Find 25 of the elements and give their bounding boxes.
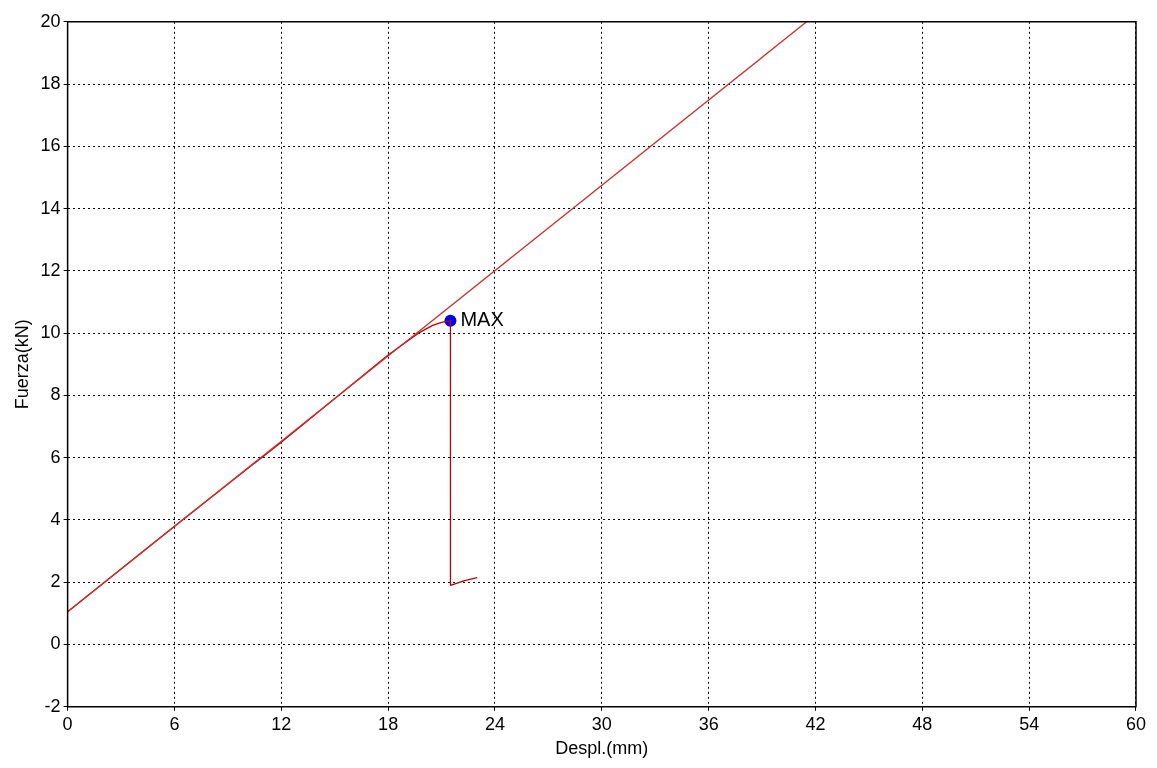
y-tick-label: 8 bbox=[50, 384, 61, 405]
x-tick-label: 18 bbox=[378, 713, 399, 734]
x-tick-label: 24 bbox=[484, 713, 505, 734]
x-tick-label: 36 bbox=[698, 713, 719, 734]
y-tick-label: 14 bbox=[40, 197, 61, 218]
x-tick-label: 60 bbox=[1125, 713, 1146, 734]
y-tick-label: 20 bbox=[40, 10, 61, 31]
x-tick-label: 48 bbox=[912, 713, 933, 734]
y-tick-label: 6 bbox=[50, 446, 61, 467]
y-axis-title: Fuerza(kN) bbox=[11, 319, 32, 410]
y-tick-label: 0 bbox=[50, 633, 61, 654]
y-tick-label: 10 bbox=[40, 322, 61, 343]
x-tick-label: 12 bbox=[271, 713, 292, 734]
x-axis-title: Despl.(mm) bbox=[555, 738, 649, 759]
x-tick-label: 6 bbox=[169, 713, 180, 734]
y-tick-label: 16 bbox=[40, 135, 61, 156]
y-tick-label: 18 bbox=[40, 73, 61, 94]
y-tick-label: 2 bbox=[50, 571, 61, 592]
annotation: MAX bbox=[460, 308, 504, 331]
y-tick-label: 4 bbox=[50, 508, 61, 529]
x-tick-label: 54 bbox=[1019, 713, 1040, 734]
x-tick-label: 30 bbox=[591, 713, 612, 734]
y-tick-label: -2 bbox=[44, 695, 61, 716]
x-tick-label: 42 bbox=[805, 713, 826, 734]
y-tick-label: 12 bbox=[40, 259, 61, 280]
